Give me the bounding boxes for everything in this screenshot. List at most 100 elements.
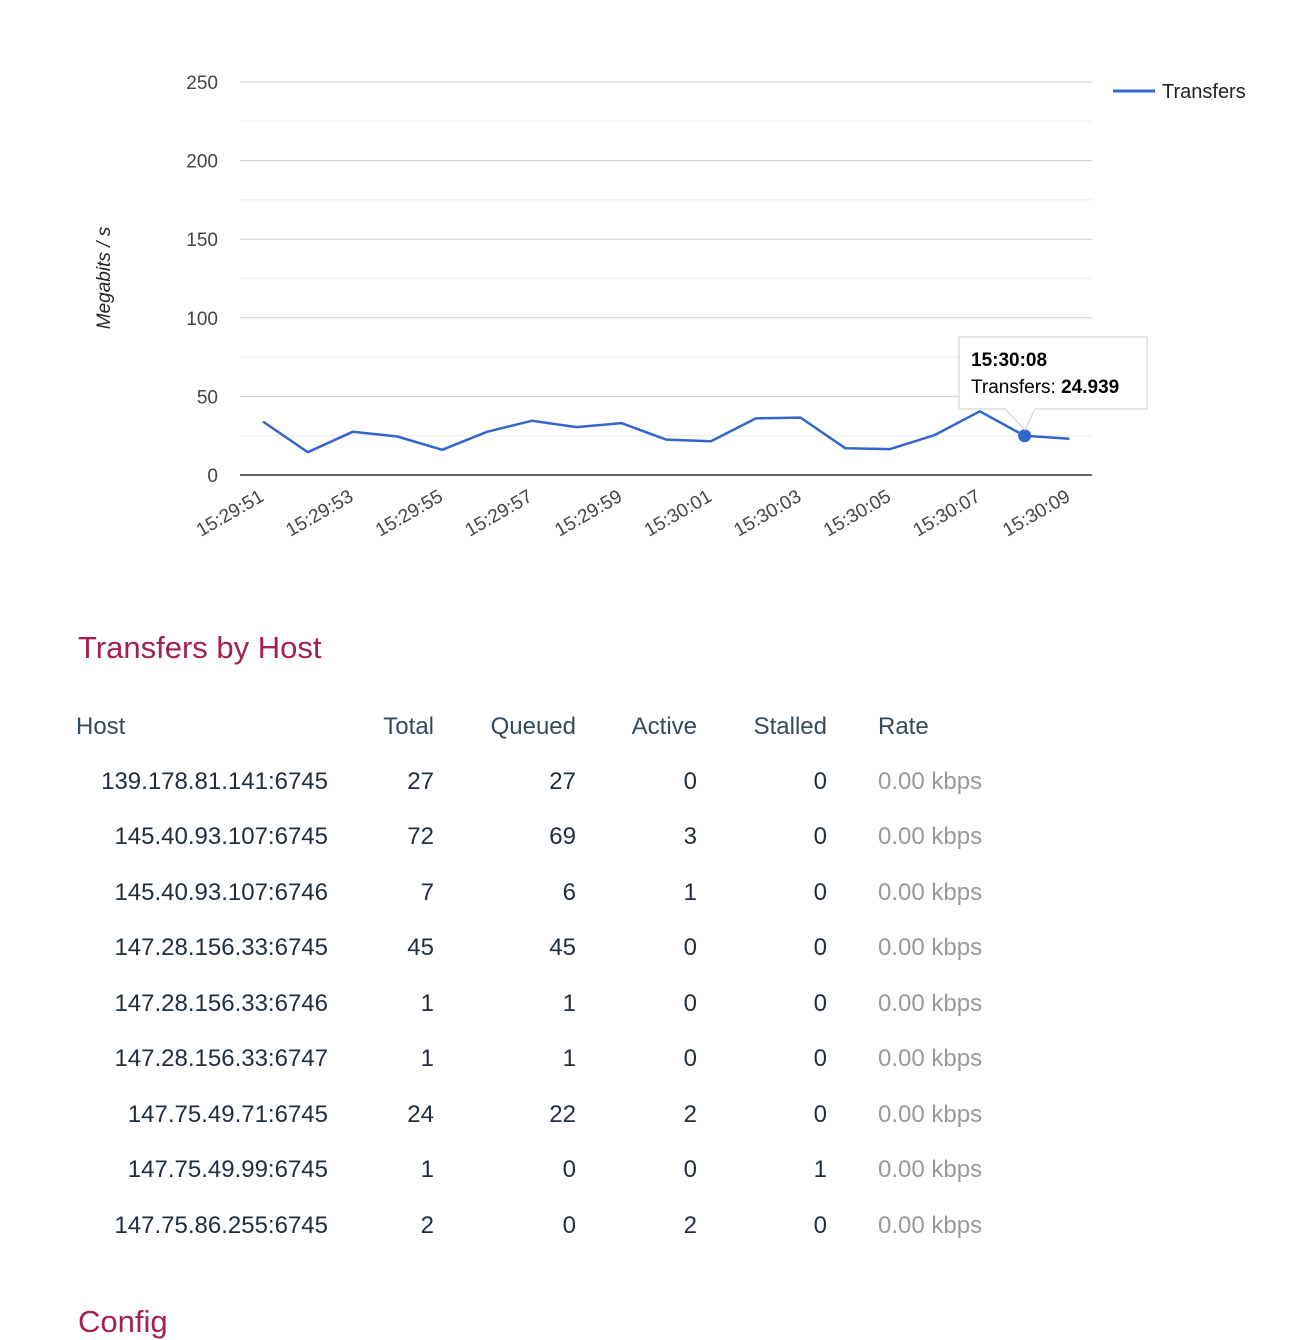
x-tick-label: 15:30:05: [820, 486, 895, 541]
cell-active: 2: [683, 1211, 697, 1239]
x-axis-ticks: 15:29:51 15:29:53 15:29:55 15:29:57 15:29:59…: [193, 486, 1074, 541]
tooltip-label: Transfers:: [971, 377, 1061, 398]
x-tick-label: 15:29:51: [193, 486, 268, 541]
x-tick-label: 15:30:01: [641, 486, 716, 541]
data-point[interactable]: [260, 419, 266, 425]
cell-host: 145.40.93.107:6746: [114, 878, 328, 906]
cell-total: 45: [407, 934, 434, 962]
x-tick-label: 15:29:55: [372, 486, 447, 541]
chart-tooltip: 15:30:08 Transfers: 24.939: [958, 336, 1148, 431]
cell-queued: 0: [562, 1211, 576, 1239]
cell-total: 27: [407, 767, 434, 795]
chart-legend[interactable]: Transfers: [1113, 81, 1246, 103]
cell-queued: 22: [549, 1100, 576, 1128]
cell-rate: 0.00 kbps: [878, 823, 983, 851]
series-line-transfers[interactable]: [262, 410, 1070, 454]
data-point[interactable]: [574, 424, 580, 430]
cell-stalled: 0: [813, 823, 827, 851]
cell-rate: 0.00 kbps: [878, 1211, 983, 1239]
y-tick-label: 50: [197, 387, 218, 408]
cell-total: 24: [407, 1100, 434, 1128]
data-point[interactable]: [394, 433, 400, 439]
y-tick-label: 200: [186, 152, 218, 173]
cell-stalled: 0: [813, 934, 827, 962]
cell-host: 147.75.49.71:6745: [127, 1100, 328, 1128]
tooltip-series-value: Transfers: 24.939: [971, 377, 1119, 398]
x-tick-label: 15:29:53: [283, 486, 358, 541]
data-point[interactable]: [842, 445, 848, 451]
data-point[interactable]: [350, 429, 356, 435]
column-header-host[interactable]: Host: [76, 713, 126, 740]
hosts-table: Host Total Queued Active Stalled Rate 13…: [66, 700, 1048, 1254]
cell-queued: 69: [549, 823, 576, 851]
column-header-rate[interactable]: Rate: [878, 713, 929, 740]
x-tick-label: 15:29:59: [551, 486, 626, 541]
cell-queued: 1: [562, 1045, 576, 1073]
hosts-table-body: 139.178.81.141:6745 27 27 0 0 0.00 kbps 145.40…: [66, 754, 1048, 1254]
chart-gridlines: [240, 81, 1092, 476]
transfers-chart: 0 50 100 150 200 250 15:29:51 15:29:53 15:29:55…: [94, 73, 1246, 541]
cell-queued: 1: [562, 989, 576, 1017]
tooltip-box: [958, 336, 1148, 410]
cell-stalled: 0: [813, 1045, 827, 1073]
cell-stalled: 0: [813, 989, 827, 1017]
cell-stalled: 0: [813, 1211, 827, 1239]
column-header-stalled[interactable]: Stalled: [753, 713, 827, 740]
tooltip-value: 24.939: [1061, 377, 1119, 398]
cell-total: 1: [420, 1156, 434, 1184]
cell-queued: 45: [549, 934, 576, 962]
y-tick-label: 100: [186, 309, 218, 330]
cell-active: 0: [683, 767, 697, 795]
cell-active: 0: [683, 1045, 697, 1073]
data-point[interactable]: [753, 415, 759, 421]
tooltip-pointer: [1004, 408, 1036, 431]
series-layer: [260, 410, 1072, 455]
data-point[interactable]: [708, 438, 714, 444]
x-tick-label: 15:30:07: [910, 486, 985, 541]
table-row: 139.178.81.141:6745 27 27 0 0 0.00 kbps: [66, 754, 1048, 810]
cell-stalled: 0: [813, 878, 827, 906]
data-point[interactable]: [618, 420, 624, 426]
data-point[interactable]: [663, 437, 669, 443]
cell-rate: 0.00 kbps: [878, 1045, 983, 1073]
highlighted-data-point[interactable]: [1018, 429, 1032, 443]
cell-host: 139.178.81.141:6745: [101, 767, 328, 795]
table-row: 147.28.156.33:6747 1 1 0 0 0.00 kbps: [66, 1032, 1048, 1088]
y-axis-ticks: 0 50 100 150 200 250: [186, 73, 218, 487]
cell-total: 1: [420, 1045, 434, 1073]
column-header-active[interactable]: Active: [631, 713, 697, 740]
cell-stalled: 1: [813, 1156, 827, 1184]
table-row: 145.40.93.107:6746 7 6 1 0 0.00 kbps: [66, 865, 1048, 921]
cell-active: 1: [683, 878, 697, 906]
cell-host: 147.75.49.99:6745: [127, 1156, 328, 1184]
data-point[interactable]: [529, 418, 535, 424]
data-point[interactable]: [1066, 436, 1072, 442]
column-header-queued[interactable]: Queued: [490, 713, 576, 740]
x-tick-label: 15:30:09: [999, 486, 1074, 541]
cell-active: 0: [683, 989, 697, 1017]
cell-active: 3: [683, 823, 697, 851]
cell-stalled: 0: [813, 767, 827, 795]
cell-active: 2: [683, 1100, 697, 1128]
table-row: 147.75.86.255:6745 2 0 2 0 0.00 kbps: [66, 1198, 1048, 1254]
cell-host: 145.40.93.107:6745: [114, 823, 328, 851]
data-point[interactable]: [439, 447, 445, 453]
y-tick-label: 0: [207, 466, 218, 487]
data-point[interactable]: [305, 449, 311, 455]
y-tick-label: 250: [186, 73, 218, 94]
cell-total: 7: [420, 878, 434, 906]
table-row: 145.40.93.107:6745 72 69 3 0 0.00 kbps: [66, 810, 1048, 866]
data-point[interactable]: [887, 446, 893, 452]
cell-queued: 0: [562, 1156, 576, 1184]
table-header-row: Host Total Queued Active Stalled Rate: [66, 700, 1048, 754]
cell-rate: 0.00 kbps: [878, 934, 983, 962]
cell-rate: 0.00 kbps: [878, 767, 983, 795]
data-point[interactable]: [932, 432, 938, 438]
data-point[interactable]: [484, 429, 490, 435]
transfers-by-host-title: Transfers by Host: [78, 630, 322, 665]
column-header-total[interactable]: Total: [383, 713, 434, 740]
cell-total: 72: [407, 823, 434, 851]
cell-total: 1: [420, 989, 434, 1017]
table-row: 147.28.156.33:6745 45 45 0 0 0.00 kbps: [66, 921, 1048, 977]
data-point[interactable]: [798, 415, 804, 421]
